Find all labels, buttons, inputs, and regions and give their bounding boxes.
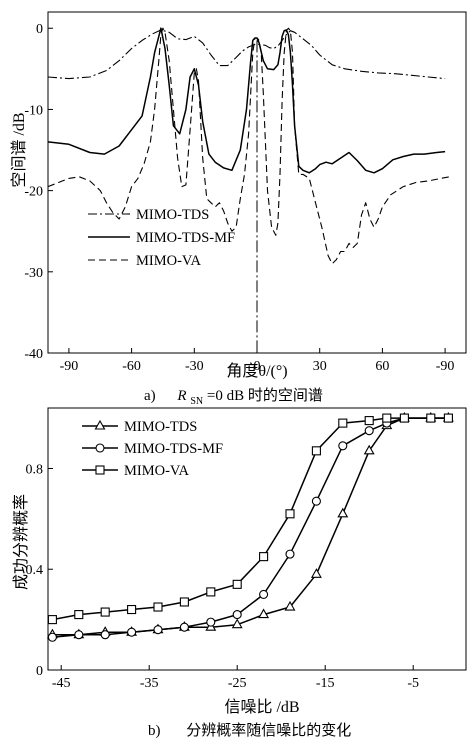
data-point-mimo-va	[179, 597, 189, 607]
data-point-mimo-tds-mf	[285, 549, 295, 559]
panel-a-series-lines	[47, 27, 450, 353]
y-tick-label: -20	[24, 185, 43, 200]
y-tick-label: 0.4	[26, 563, 44, 578]
x-tick-label: 30	[313, 359, 327, 374]
data-point-mimo-va	[285, 509, 295, 519]
x-tick-label: -45	[52, 676, 71, 691]
y-tick-label: -30	[24, 266, 43, 281]
legend-label-mimo-tds: MIMO-TDS	[124, 419, 197, 435]
panel-b-resolution-probability: -45 -35 -25 -15 -5 0 0.4 0.8 MIMO-TDS MIMO-TDS-M…	[12, 407, 467, 739]
x-tick-label: 60	[375, 359, 389, 374]
data-point-mimo-va	[399, 413, 409, 423]
panel-a-y-axis-title: 空间谱 /dB	[10, 112, 28, 187]
data-point-mimo-tds-mf	[153, 625, 163, 635]
data-point-mimo-tds-mf	[100, 630, 110, 640]
data-point-mimo-tds-mf	[259, 589, 269, 599]
data-point-mimo-tds	[258, 608, 270, 619]
panel-b-caption-text: 分辨概率随信噪比的变化	[186, 722, 351, 739]
x-tick-label: -35	[140, 676, 159, 691]
x-tick-label: 0	[254, 359, 261, 374]
x-tick-label: -90	[436, 359, 455, 374]
data-point-mimo-tds-mf	[364, 426, 374, 436]
data-point-mimo-va	[206, 587, 216, 597]
panel-b-caption-label: b)	[148, 723, 161, 739]
series-line-mimo-tds	[47, 29, 446, 80]
data-point-mimo-va	[382, 413, 392, 423]
y-tick-label: 0.8	[26, 462, 44, 477]
panel-a-legend: MIMO-TDS MIMO-TDS-MF MIMO-VA	[88, 207, 235, 269]
series-line-mimo-va	[47, 27, 450, 265]
data-point-mimo-va	[426, 413, 436, 423]
panel-a-caption-subscript: SN	[190, 396, 203, 407]
panel-b-plot-frame	[47, 407, 467, 671]
legend-label-mimo-tds-mf: MIMO-TDS-MF	[136, 230, 235, 246]
panel-b-ticks: -45 -35 -25 -15 -5 0 0.4 0.8	[26, 462, 420, 691]
panel-b-y-axis-title: 成功分辨概率	[12, 494, 30, 590]
data-point-mimo-tds-mf	[179, 622, 189, 632]
y-tick-label: -10	[24, 103, 43, 118]
data-point-mimo-va	[47, 615, 57, 625]
data-point-mimo-va	[443, 413, 453, 423]
data-point-mimo-va	[127, 604, 137, 615]
series-line-mimo-tds	[52, 417, 449, 636]
legend-label-mimo-va: MIMO-VA	[124, 463, 190, 479]
data-point-mimo-tds-mf	[338, 441, 348, 451]
panel-b-series-lines	[46, 411, 454, 642]
data-point-mimo-va	[259, 552, 269, 562]
panel-a-caption: a) R SN =0 dB 时的空间谱	[144, 387, 323, 408]
legend-marker-mimo-tds	[94, 419, 106, 430]
panel-a-caption-text: =0 dB 时的空间谱	[207, 387, 323, 404]
panel-a-caption-symbol: R	[176, 388, 186, 404]
x-tick-label: -15	[316, 676, 335, 691]
data-point-mimo-tds-mf	[311, 496, 321, 506]
data-point-mimo-tds-mf	[74, 630, 84, 640]
data-point-mimo-va	[153, 602, 163, 612]
data-point-mimo-va	[311, 446, 321, 456]
x-tick-label: -5	[407, 676, 419, 691]
x-tick-label: -30	[185, 359, 204, 374]
x-tick-label: -60	[122, 359, 141, 374]
data-point-mimo-tds	[310, 568, 322, 578]
data-point-mimo-tds-mf	[47, 632, 57, 642]
x-tick-label: -90	[60, 359, 79, 374]
legend-label-mimo-tds-mf: MIMO-TDS-MF	[124, 441, 223, 457]
x-tick-label: -25	[228, 676, 247, 691]
legend-marker-mimo-tds-mf	[95, 443, 105, 453]
data-point-mimo-va	[74, 610, 84, 620]
data-point-mimo-va	[100, 607, 110, 617]
legend-label-mimo-va: MIMO-VA	[136, 253, 202, 269]
data-point-mimo-tds	[284, 600, 296, 611]
data-point-mimo-tds	[231, 618, 243, 629]
legend-label-mimo-tds: MIMO-TDS	[136, 207, 209, 223]
data-point-mimo-tds	[337, 507, 349, 518]
data-point-mimo-tds-mf	[232, 610, 242, 620]
panel-b-x-axis-title: 信噪比 /dB	[224, 698, 299, 716]
panel-a-x-axis-title: 角度θ/(°)	[226, 362, 287, 380]
y-tick-label: 0	[36, 22, 43, 37]
panel-b-caption: b) 分辨概率随信噪比的变化	[148, 722, 351, 739]
legend-marker-mimo-va	[95, 465, 105, 475]
data-point-mimo-tds-mf	[206, 617, 216, 627]
y-tick-label: -40	[24, 347, 43, 362]
series-line-mimo-tds-mf	[47, 27, 446, 174]
panel-a-spatial-spectrum: -90 -60 -30 0 30 60 -900-10-20-30-40 MIMO-TDSM…	[10, 11, 467, 408]
data-point-mimo-tds-mf	[127, 627, 137, 637]
panel-a-ticks: -90 -60 -30 0 30 60 -90 0 -10 -20 -30 -40	[24, 22, 454, 374]
panel-a-caption-label: a)	[144, 388, 156, 404]
data-point-mimo-tds	[363, 444, 375, 455]
series-line-mimo-tds-mf	[52, 417, 449, 639]
data-point-mimo-va	[364, 416, 374, 426]
panel-b-legend: MIMO-TDS MIMO-TDS-MF MIMO-VA	[82, 419, 223, 479]
data-point-mimo-va	[338, 418, 348, 428]
y-tick-label: 0	[36, 664, 43, 679]
data-point-mimo-va	[232, 579, 242, 589]
